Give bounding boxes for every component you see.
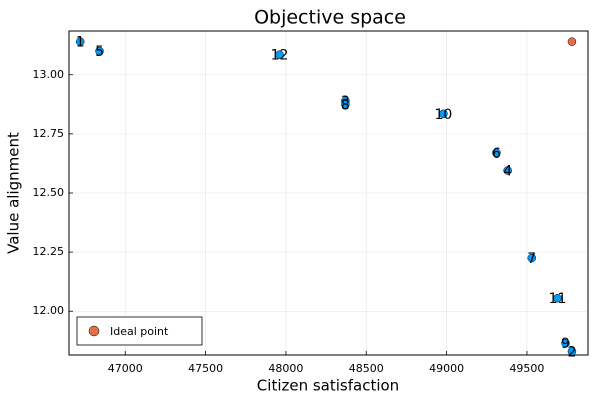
point-label: 1 bbox=[76, 35, 85, 51]
legend: Ideal point bbox=[76, 316, 203, 346]
x-tick-label: 48500 bbox=[349, 362, 384, 375]
point-label: 6 bbox=[492, 146, 501, 162]
data-point bbox=[492, 148, 501, 158]
ideal-point-marker bbox=[567, 37, 577, 46]
x-tick-label: 48000 bbox=[268, 362, 303, 375]
data-point bbox=[439, 109, 448, 119]
y-tick-label: 12.00 bbox=[33, 304, 65, 317]
x-axis-label: Citizen satisfaction bbox=[257, 377, 399, 395]
data-points: 151238106471192 bbox=[76, 35, 577, 361]
point-label: 10 bbox=[434, 107, 452, 123]
y-tick-label: 13.00 bbox=[33, 68, 65, 81]
point-label: 11 bbox=[549, 291, 567, 307]
y-axis-label: Value alignment bbox=[5, 132, 23, 254]
data-point bbox=[275, 50, 284, 59]
data-point bbox=[553, 293, 562, 303]
legend-label: Ideal point bbox=[110, 325, 169, 338]
point-label: 2 bbox=[567, 344, 576, 360]
chart-title: Objective space bbox=[254, 7, 406, 29]
y-tick-label: 12.50 bbox=[33, 186, 65, 199]
point-label: 5 bbox=[95, 44, 104, 60]
data-point bbox=[527, 253, 537, 263]
x-tick-label: 47000 bbox=[108, 362, 143, 375]
data-point bbox=[567, 347, 577, 356]
x-tick-label: 49000 bbox=[429, 362, 464, 375]
point-label: 12 bbox=[271, 48, 289, 64]
y-tick-label: 12.75 bbox=[33, 127, 65, 140]
data-point bbox=[95, 46, 104, 56]
data-point bbox=[561, 338, 570, 348]
point-label: 7 bbox=[527, 251, 536, 267]
x-tick-label: 47500 bbox=[188, 362, 223, 375]
point-label: 9 bbox=[561, 336, 570, 352]
axis-ticks: 47000 47500 48000 48500 49000 49500 12.00 12.25… bbox=[33, 68, 545, 375]
data-point bbox=[503, 166, 512, 175]
y-tick-label: 12.25 bbox=[33, 245, 65, 258]
point-label: 4 bbox=[503, 164, 512, 180]
data-point bbox=[75, 37, 85, 46]
legend-marker bbox=[88, 325, 100, 337]
grid-lines bbox=[69, 31, 588, 355]
x-tick-label: 49500 bbox=[509, 362, 544, 375]
data-point bbox=[341, 100, 350, 109]
point-label: 8 bbox=[341, 97, 350, 113]
